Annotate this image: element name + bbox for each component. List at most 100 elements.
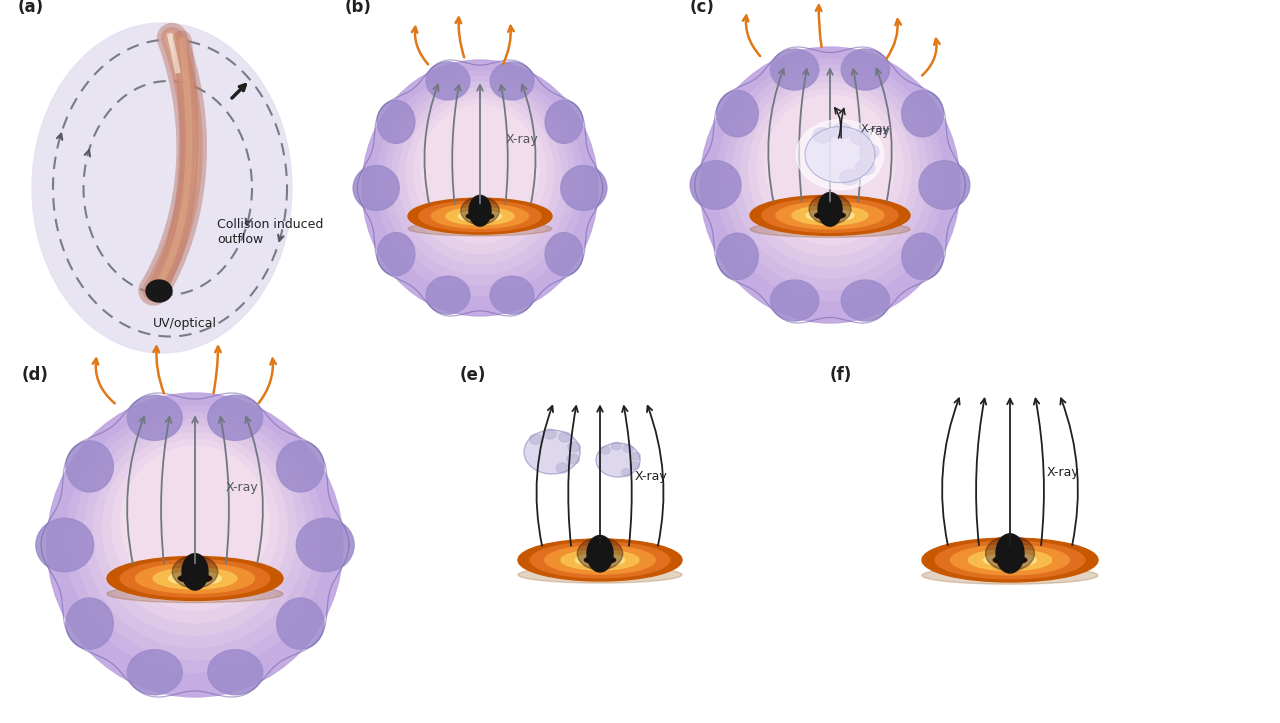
- Ellipse shape: [445, 208, 515, 225]
- Ellipse shape: [173, 555, 218, 588]
- Ellipse shape: [362, 60, 598, 316]
- Text: UV/optical: UV/optical: [154, 317, 218, 330]
- Ellipse shape: [749, 83, 911, 256]
- Ellipse shape: [127, 650, 182, 695]
- Ellipse shape: [690, 161, 741, 209]
- Ellipse shape: [207, 395, 262, 440]
- Ellipse shape: [762, 198, 899, 232]
- Ellipse shape: [518, 539, 682, 581]
- Ellipse shape: [93, 427, 297, 636]
- Ellipse shape: [384, 77, 576, 285]
- Ellipse shape: [840, 170, 859, 185]
- Ellipse shape: [630, 453, 640, 460]
- Ellipse shape: [771, 280, 819, 321]
- Ellipse shape: [567, 454, 580, 464]
- Ellipse shape: [577, 537, 623, 570]
- Ellipse shape: [901, 233, 943, 280]
- Ellipse shape: [490, 276, 534, 314]
- Ellipse shape: [408, 198, 552, 234]
- Ellipse shape: [860, 144, 879, 159]
- Ellipse shape: [855, 160, 874, 175]
- Ellipse shape: [851, 129, 870, 145]
- Ellipse shape: [771, 49, 819, 90]
- Ellipse shape: [461, 197, 499, 225]
- Ellipse shape: [922, 538, 1098, 582]
- Ellipse shape: [741, 77, 919, 267]
- Ellipse shape: [378, 233, 415, 275]
- Ellipse shape: [32, 23, 292, 353]
- Ellipse shape: [996, 534, 1024, 573]
- Ellipse shape: [568, 442, 580, 452]
- Ellipse shape: [815, 212, 845, 219]
- Ellipse shape: [122, 446, 269, 598]
- Ellipse shape: [818, 192, 842, 226]
- Ellipse shape: [74, 413, 315, 660]
- Text: X-ray: X-ray: [506, 133, 538, 146]
- Ellipse shape: [724, 65, 936, 289]
- Ellipse shape: [986, 536, 1034, 571]
- Ellipse shape: [983, 553, 1037, 567]
- Ellipse shape: [276, 598, 324, 649]
- Ellipse shape: [756, 89, 904, 244]
- Ellipse shape: [919, 161, 970, 209]
- Ellipse shape: [588, 536, 613, 572]
- Ellipse shape: [458, 211, 502, 221]
- Ellipse shape: [146, 280, 172, 302]
- Ellipse shape: [717, 233, 758, 280]
- Ellipse shape: [376, 71, 584, 295]
- Ellipse shape: [182, 554, 207, 590]
- Ellipse shape: [468, 195, 492, 226]
- Ellipse shape: [717, 90, 758, 137]
- Ellipse shape: [841, 49, 890, 90]
- Ellipse shape: [556, 463, 568, 473]
- Ellipse shape: [813, 128, 832, 143]
- Ellipse shape: [968, 549, 1052, 570]
- Ellipse shape: [65, 598, 114, 649]
- Ellipse shape: [841, 280, 890, 321]
- Ellipse shape: [545, 546, 655, 574]
- Ellipse shape: [750, 195, 910, 236]
- Text: X-ray: X-ray: [861, 124, 891, 134]
- Ellipse shape: [936, 542, 1085, 578]
- Ellipse shape: [765, 95, 895, 234]
- Ellipse shape: [136, 564, 255, 594]
- Ellipse shape: [561, 550, 639, 570]
- Text: X-ray: X-ray: [225, 482, 259, 495]
- Ellipse shape: [178, 574, 211, 583]
- Ellipse shape: [207, 650, 262, 695]
- Text: X-ray: X-ray: [858, 125, 891, 138]
- Ellipse shape: [600, 446, 611, 454]
- Ellipse shape: [466, 213, 494, 220]
- Ellipse shape: [392, 82, 568, 275]
- Ellipse shape: [832, 123, 851, 139]
- Ellipse shape: [558, 432, 571, 442]
- Ellipse shape: [431, 204, 529, 228]
- Ellipse shape: [65, 406, 325, 672]
- Text: X-ray: X-ray: [1047, 466, 1080, 479]
- Ellipse shape: [792, 206, 868, 225]
- Ellipse shape: [524, 430, 580, 474]
- Ellipse shape: [623, 445, 634, 453]
- Ellipse shape: [406, 93, 554, 254]
- Ellipse shape: [518, 566, 682, 583]
- Ellipse shape: [490, 62, 534, 100]
- Ellipse shape: [805, 127, 876, 183]
- Ellipse shape: [585, 556, 616, 564]
- Ellipse shape: [951, 545, 1069, 575]
- Ellipse shape: [700, 47, 960, 323]
- Ellipse shape: [993, 556, 1027, 564]
- Ellipse shape: [630, 462, 640, 469]
- Ellipse shape: [296, 518, 355, 572]
- Ellipse shape: [169, 572, 221, 585]
- Ellipse shape: [102, 433, 288, 623]
- Ellipse shape: [36, 518, 93, 572]
- Ellipse shape: [276, 441, 324, 492]
- Ellipse shape: [127, 395, 182, 440]
- Ellipse shape: [370, 66, 590, 306]
- Ellipse shape: [544, 429, 556, 439]
- Ellipse shape: [65, 441, 114, 492]
- Ellipse shape: [621, 469, 631, 476]
- Text: (c): (c): [690, 0, 714, 16]
- Ellipse shape: [561, 166, 607, 210]
- Ellipse shape: [47, 393, 343, 697]
